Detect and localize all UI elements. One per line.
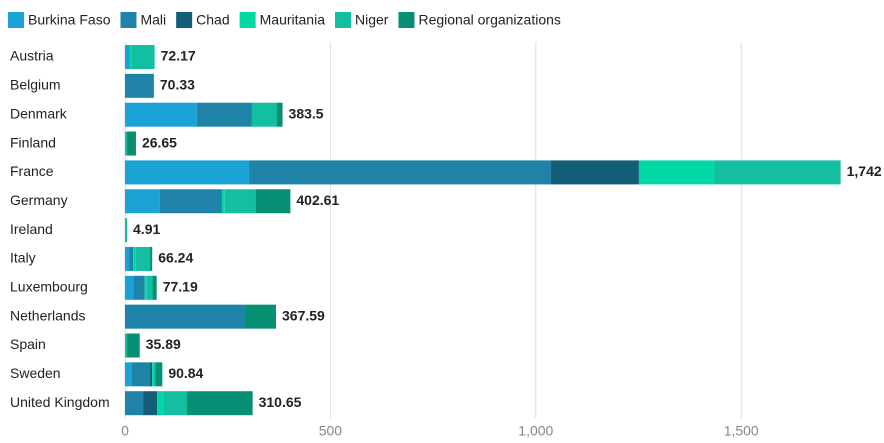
bar-segment <box>125 102 197 127</box>
bar-segment <box>133 275 145 300</box>
legend-swatch <box>176 12 193 28</box>
category-label: Belgium <box>10 77 61 93</box>
total-label: 26.65 <box>142 134 177 150</box>
bar-segment <box>125 218 128 243</box>
bar-segment <box>144 275 147 300</box>
total-label: 70.33 <box>160 77 195 93</box>
bar-segment <box>131 362 151 387</box>
bar-segment <box>150 362 153 387</box>
category-label: Spain <box>10 336 46 352</box>
category-label: France <box>10 163 54 179</box>
legend-swatch <box>120 12 137 28</box>
category-label: United Kingdom <box>10 394 110 410</box>
legend-label: Mali <box>140 12 166 28</box>
bar-segment <box>125 275 134 300</box>
bar-segment <box>129 45 132 69</box>
bar-segment <box>135 246 151 271</box>
bar-segment <box>125 304 245 329</box>
bar-segment <box>713 160 841 185</box>
category-label: Luxembourg <box>10 279 88 295</box>
bar-segment <box>155 362 163 387</box>
bar-segment <box>125 160 250 185</box>
bar-segment <box>224 189 256 214</box>
bar-segment <box>244 304 277 329</box>
bar-segment <box>159 189 222 214</box>
bar-segment <box>638 160 714 185</box>
category-label: Finland <box>10 134 56 150</box>
category-label: Germany <box>10 192 68 208</box>
bar-segment <box>196 102 252 127</box>
total-label: 402.61 <box>296 192 339 208</box>
total-label: 77.19 <box>163 279 198 295</box>
bar-segment <box>153 362 156 387</box>
bar-segment <box>249 160 552 185</box>
total-label: 310.65 <box>259 394 302 410</box>
bar-segment <box>125 246 130 271</box>
total-label: 90.84 <box>168 365 203 381</box>
x-tick-label: 1,000 <box>518 423 553 439</box>
bar-segment <box>125 362 132 387</box>
bar-segment <box>127 131 136 156</box>
category-label: Austria <box>10 48 54 64</box>
bar-segment <box>129 246 134 271</box>
legend-swatch <box>398 12 415 28</box>
total-label: 66.24 <box>158 250 193 266</box>
bar-segment <box>125 333 128 358</box>
bar-segment <box>157 391 165 416</box>
bar-segment <box>127 333 140 358</box>
bar-segment <box>150 246 153 271</box>
legend-swatch <box>8 12 24 28</box>
bar-segment <box>277 102 283 127</box>
category-label: Ireland <box>10 221 53 237</box>
category-label: Italy <box>10 250 36 266</box>
bar-segment <box>164 391 188 416</box>
total-label: 1,742 <box>847 163 882 179</box>
legend-label: Chad <box>196 12 229 28</box>
bar-segment <box>152 275 157 300</box>
legend-label: Mauritania <box>260 12 326 28</box>
category-label: Netherlands <box>10 307 86 323</box>
total-label: 35.89 <box>146 336 181 352</box>
total-label: 4.91 <box>133 221 160 237</box>
total-label: 72.17 <box>161 48 196 64</box>
bar-segment <box>146 275 153 300</box>
bar-segment <box>125 45 130 69</box>
bar-segment <box>251 102 277 127</box>
x-tick-label: 500 <box>319 423 343 439</box>
bar-segment <box>125 189 160 214</box>
bar-segment <box>125 73 154 98</box>
bar-segment <box>187 391 253 416</box>
bar-segment <box>255 189 291 214</box>
bar-segment <box>133 246 136 271</box>
x-tick-label: 1,500 <box>724 423 759 439</box>
bar-segment <box>143 391 158 416</box>
bar-segment <box>221 189 225 214</box>
legend-label: Niger <box>355 12 389 28</box>
bar-segment <box>131 45 155 69</box>
x-tick-label: 0 <box>121 423 129 439</box>
legend-label: Regional organizations <box>418 12 560 28</box>
legend-label: Burkina Faso <box>28 12 111 28</box>
bar-segment <box>551 160 639 185</box>
bar-segment <box>125 391 144 416</box>
legend-swatch <box>335 12 351 28</box>
category-label: Denmark <box>10 105 68 121</box>
bar-segment <box>152 362 154 387</box>
bar-segment <box>125 131 128 156</box>
category-label: Sweden <box>10 365 61 381</box>
legend-swatch <box>239 12 256 28</box>
total-label: 383.5 <box>289 105 324 121</box>
total-label: 367.59 <box>282 307 325 323</box>
